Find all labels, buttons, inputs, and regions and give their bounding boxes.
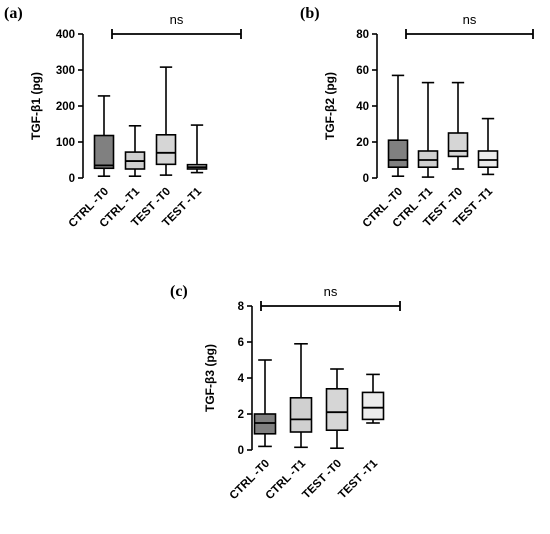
box-test-t1 <box>361 373 385 424</box>
iqr-box <box>93 134 115 170</box>
y-tick-label: 0 <box>69 173 75 185</box>
box-test-t0 <box>155 66 177 176</box>
box-ctrl-t0 <box>253 359 277 448</box>
panel-label: (a) <box>4 5 23 22</box>
box-ctrl-t1 <box>417 81 439 178</box>
y-tick-label: 0 <box>363 173 369 185</box>
significance-bar: ns <box>111 12 242 39</box>
y-tick-label: 20 <box>356 137 369 149</box>
iqr-box <box>387 139 409 168</box>
box-test-t1 <box>477 117 499 176</box>
significance-label: ns <box>170 12 184 27</box>
iqr-box <box>289 396 313 433</box>
y-tick-label: 200 <box>56 101 75 113</box>
y-axis-title: TGF-β2 (pg) <box>323 72 337 140</box>
y-tick-label: 2 <box>238 409 244 421</box>
box-test-t0 <box>325 368 349 450</box>
y-tick-label: 60 <box>356 65 369 77</box>
box-ctrl-t1 <box>124 125 146 177</box>
y-tick-label: 300 <box>56 65 75 77</box>
iqr-box <box>447 132 469 158</box>
y-tick-label: 6 <box>238 337 244 349</box>
box-ctrl-t0 <box>387 74 409 177</box>
y-tick-label: 4 <box>238 373 245 385</box>
y-tick-label: 80 <box>356 29 369 41</box>
significance-bar: ns <box>405 12 534 39</box>
iqr-box <box>155 134 177 166</box>
y-tick-label: 8 <box>238 301 245 313</box>
box-ctrl-t1 <box>289 342 313 449</box>
iqr-box <box>361 391 385 421</box>
y-axis-title: TGF-β1 (pg) <box>29 72 43 140</box>
y-tick-label: 100 <box>56 137 75 149</box>
panel-label: (c) <box>170 283 188 300</box>
y-tick-label: 0 <box>238 445 244 457</box>
significance-label: ns <box>324 284 338 299</box>
y-axis-title: TGF-β3 (pg) <box>203 344 217 412</box>
panel-label: (b) <box>300 5 320 22</box>
significance-bar: ns <box>260 284 401 311</box>
box-test-t0 <box>447 81 469 170</box>
y-tick-label: 40 <box>356 101 369 113</box>
y-tick-label: 400 <box>56 29 75 41</box>
significance-label: ns <box>463 12 477 27</box>
x-category-label: TEST -T1 <box>336 457 380 501</box>
box-ctrl-t0 <box>93 95 115 177</box>
iqr-box <box>325 387 349 431</box>
box-test-t1 <box>186 124 208 174</box>
